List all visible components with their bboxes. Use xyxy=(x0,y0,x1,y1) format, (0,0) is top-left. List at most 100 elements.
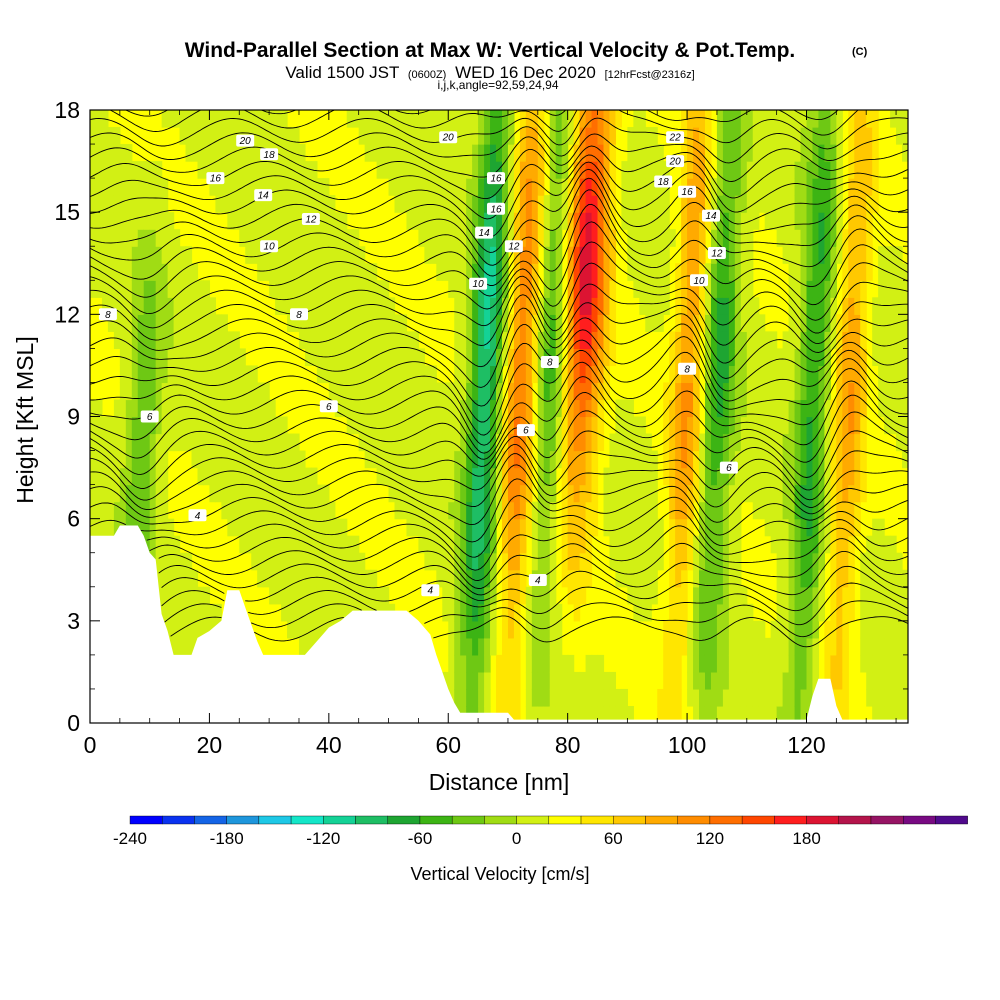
w-cell xyxy=(854,195,861,213)
w-cell xyxy=(507,535,515,554)
w-cell xyxy=(716,331,724,349)
w-cell xyxy=(119,365,127,384)
w-cell xyxy=(567,280,575,298)
w-cell xyxy=(687,127,694,145)
w-cell xyxy=(585,365,593,384)
w-cell xyxy=(137,484,145,503)
w-cell xyxy=(543,297,551,315)
w-cell xyxy=(227,161,234,179)
w-cell xyxy=(902,603,908,622)
w-cell xyxy=(209,314,216,332)
w-cell xyxy=(836,348,843,367)
w-cell xyxy=(293,552,300,571)
w-cell xyxy=(442,229,449,247)
w-cell xyxy=(848,331,855,349)
w-cell xyxy=(525,229,533,247)
w-cell xyxy=(657,161,664,179)
w-cell xyxy=(699,144,706,162)
w-cell xyxy=(107,314,115,332)
w-cell xyxy=(704,280,712,298)
w-cell xyxy=(663,246,670,264)
w-cell xyxy=(119,161,127,179)
w-cell xyxy=(364,450,372,469)
w-cell xyxy=(251,246,258,264)
w-cell xyxy=(764,331,772,349)
colorbar-swatch xyxy=(516,815,550,825)
w-cell xyxy=(227,382,234,401)
w-cell xyxy=(203,365,211,384)
w-cell xyxy=(872,637,879,656)
w-cell xyxy=(436,229,443,247)
w-cell xyxy=(663,161,670,179)
w-cell xyxy=(758,620,766,639)
w-cell xyxy=(555,688,563,707)
w-cell xyxy=(740,637,748,656)
w-cell xyxy=(854,297,861,315)
w-cell xyxy=(621,178,628,196)
w-cell xyxy=(567,365,575,384)
w-cell xyxy=(896,603,903,622)
w-cell xyxy=(740,399,748,418)
w-cell xyxy=(806,484,814,503)
w-cell xyxy=(119,178,127,196)
w-cell xyxy=(448,110,455,128)
w-cell xyxy=(585,484,593,503)
w-cell xyxy=(531,365,539,384)
w-cell xyxy=(245,161,252,179)
w-cell xyxy=(633,178,640,196)
w-cell xyxy=(227,467,234,486)
w-cell xyxy=(585,705,593,723)
w-cell xyxy=(746,603,754,622)
w-cell xyxy=(281,229,288,247)
w-cell xyxy=(872,671,879,690)
w-cell xyxy=(215,399,222,418)
w-cell xyxy=(878,518,885,537)
w-cell xyxy=(782,484,790,503)
w-cell xyxy=(466,620,473,639)
w-cell xyxy=(388,450,396,469)
w-cell xyxy=(902,586,908,605)
w-cell xyxy=(173,382,181,401)
w-cell xyxy=(782,178,790,196)
w-cell xyxy=(251,501,258,520)
w-cell xyxy=(185,110,193,128)
w-cell xyxy=(203,314,211,332)
w-cell xyxy=(484,280,491,298)
w-cell xyxy=(263,263,270,281)
w-cell xyxy=(824,654,831,673)
w-cell xyxy=(651,161,658,179)
w-cell xyxy=(490,552,497,571)
w-cell xyxy=(836,314,843,332)
w-cell xyxy=(699,518,706,537)
w-cell xyxy=(794,280,802,298)
w-cell xyxy=(149,263,157,281)
w-cell xyxy=(794,246,802,264)
w-cell xyxy=(328,280,336,298)
w-cell xyxy=(740,671,748,690)
w-cell xyxy=(418,467,425,486)
w-cell xyxy=(239,229,246,247)
w-cell xyxy=(382,110,390,128)
w-cell xyxy=(472,144,479,162)
w-cell xyxy=(645,161,652,179)
w-cell xyxy=(460,348,467,367)
w-cell xyxy=(352,331,360,349)
w-cell xyxy=(161,416,169,435)
w-cell xyxy=(197,110,205,128)
w-cell xyxy=(663,688,670,707)
w-cell xyxy=(501,501,509,520)
w-cell xyxy=(722,331,730,349)
w-cell xyxy=(298,518,306,537)
w-cell xyxy=(896,569,903,588)
w-cell xyxy=(334,552,342,571)
w-cell xyxy=(782,365,790,384)
w-cell xyxy=(131,212,139,230)
w-cell xyxy=(549,195,557,213)
w-cell xyxy=(221,178,228,196)
w-cell xyxy=(507,637,515,656)
w-cell xyxy=(466,569,473,588)
w-cell xyxy=(651,586,658,605)
w-cell xyxy=(824,399,831,418)
w-cell xyxy=(716,416,724,435)
colorbar-swatch xyxy=(903,815,936,825)
